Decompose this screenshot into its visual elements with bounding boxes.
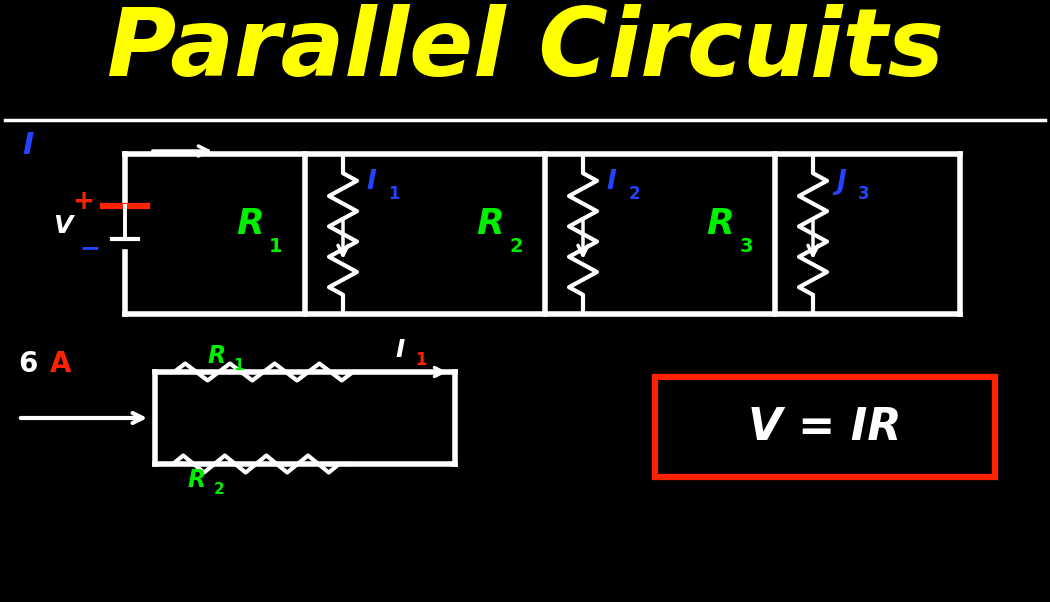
- Text: J: J: [836, 169, 846, 195]
- Text: 1: 1: [269, 237, 282, 255]
- Text: 3: 3: [739, 237, 753, 255]
- Text: R: R: [188, 468, 206, 492]
- Text: I: I: [396, 338, 404, 362]
- Text: A: A: [50, 350, 71, 378]
- Text: 3: 3: [858, 185, 869, 203]
- Text: 1: 1: [234, 359, 245, 373]
- Text: Parallel Circuits: Parallel Circuits: [106, 4, 944, 96]
- Text: 6: 6: [18, 350, 38, 378]
- Text: R: R: [476, 207, 504, 241]
- Text: I: I: [606, 169, 616, 195]
- Text: +: +: [72, 189, 94, 215]
- Text: R: R: [208, 344, 226, 368]
- Text: −: −: [80, 236, 101, 260]
- Text: 2: 2: [213, 482, 225, 497]
- Bar: [655, 377, 995, 477]
- Text: 2: 2: [628, 185, 639, 203]
- Text: R: R: [236, 207, 264, 241]
- Text: 1: 1: [415, 351, 426, 369]
- Text: R: R: [706, 207, 734, 241]
- Text: I: I: [22, 131, 34, 161]
- Text: 2: 2: [509, 237, 523, 255]
- Text: I: I: [366, 169, 376, 195]
- Text: V = IR: V = IR: [749, 406, 902, 448]
- Text: V: V: [54, 214, 72, 238]
- Text: 1: 1: [388, 185, 400, 203]
